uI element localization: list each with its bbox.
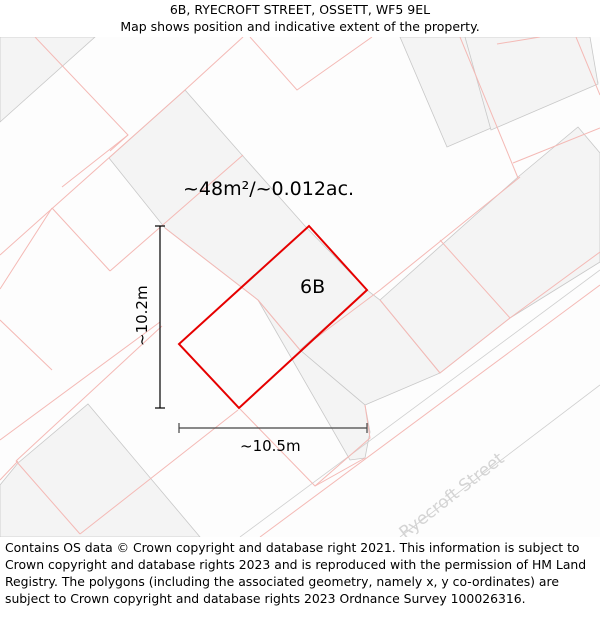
height-dimension-label: ~10.2m — [133, 285, 151, 346]
parcel-boundaries — [0, 37, 600, 537]
building-bottom-left — [0, 403, 201, 537]
area-label: ~48m²/~0.012ac. — [183, 178, 355, 200]
property-address-title: 6B, RYECROFT STREET, OSSETT, WF5 9EL — [169, 2, 431, 17]
map-canvas — [0, 37, 600, 537]
width-dimension-label: ~10.5m — [240, 437, 301, 455]
building-footprints — [0, 37, 600, 537]
attribution-text: Contains OS data © Crown copyright and d… — [5, 540, 587, 606]
building-top-right-b — [464, 37, 599, 131]
map-header: 6B, RYECROFT STREET, OSSETT, WF5 9EL Map… — [0, 0, 600, 38]
building-top-left — [0, 37, 96, 123]
plot-label: 6B — [300, 276, 326, 298]
height-dimension-line — [155, 225, 165, 409]
property-map[interactable]: ~48m²/~0.012ac. 6B ~10.2m ~10.5m Ryecrof… — [0, 37, 600, 537]
map-subtitle: Map shows position and indicative extent… — [120, 19, 480, 34]
building-row-right — [379, 126, 600, 374]
property-boundary-6b[interactable] — [177, 224, 369, 410]
width-dimension-line — [178, 423, 368, 433]
road-edges — [239, 269, 600, 537]
